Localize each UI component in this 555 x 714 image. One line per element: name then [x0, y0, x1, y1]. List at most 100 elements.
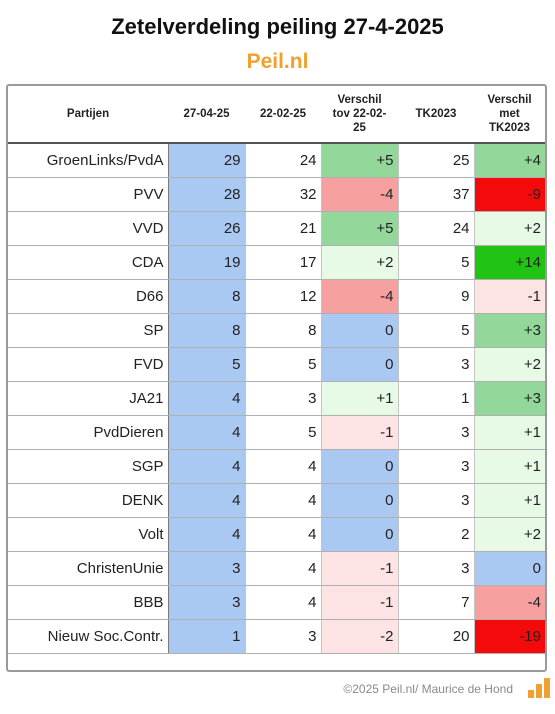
- diff-previous-cell: -1: [321, 551, 399, 586]
- diff-previous-cell: 0: [321, 313, 399, 348]
- diff-previous-cell: -1: [321, 415, 399, 450]
- header-current: 27-04-25: [168, 86, 245, 144]
- party-name-cell: Nieuw Soc.Contr.: [8, 619, 169, 654]
- current-seats-cell: 4: [168, 483, 246, 518]
- current-seats-cell: 8: [168, 313, 246, 348]
- party-name-cell: DENK: [8, 483, 169, 518]
- tk2023-seats-cell: 3: [398, 551, 475, 586]
- current-seats-cell: 28: [168, 177, 246, 212]
- party-name-cell: JA21: [8, 381, 169, 416]
- diff-tk2023-cell: +4: [474, 143, 545, 178]
- current-seats-cell: 29: [168, 143, 246, 178]
- table-header-row: Partijen 27-04-25 22-02-25 Verschil tov 22-0…: [8, 86, 545, 144]
- diff-previous-cell: +5: [321, 143, 399, 178]
- tk2023-seats-cell: 20: [398, 619, 475, 654]
- table-row: PVV 28 32 -4 37 -9: [8, 177, 545, 212]
- table-row: SGP 4 4 0 3 +1: [8, 449, 545, 484]
- party-name-cell: PvdDieren: [8, 415, 169, 450]
- previous-seats-cell: 4: [245, 449, 322, 484]
- table-row: Nieuw Soc.Contr. 1 3 -2 20 -19: [8, 619, 545, 654]
- party-name-cell: SP: [8, 313, 169, 348]
- current-seats-cell: 26: [168, 211, 246, 246]
- tk2023-seats-cell: 3: [398, 483, 475, 518]
- previous-seats-cell: 21: [245, 211, 322, 246]
- current-seats-cell: 4: [168, 517, 246, 552]
- tk2023-seats-cell: 5: [398, 245, 475, 280]
- header-diff-previous: Verschil tov 22-02- 25: [321, 86, 398, 144]
- diff-previous-cell: +2: [321, 245, 399, 280]
- chart-subtitle: Peil.nl: [246, 50, 309, 73]
- copyright-footer: ©2025 Peil.nl/ Maurice de Hond: [343, 682, 513, 696]
- diff-previous-cell: -1: [321, 585, 399, 620]
- previous-seats-cell: 5: [245, 347, 322, 382]
- diff-previous-cell: +5: [321, 211, 399, 246]
- table-row: JA21 4 3 +1 1 +3: [8, 381, 545, 416]
- diff-tk2023-cell: +2: [474, 517, 545, 552]
- table-row: FVD 5 5 0 3 +2: [8, 347, 545, 382]
- table-body: GroenLinks/PvdA 29 24 +5 25 +4 PVV 28 32 -4 37 -9 VV…: [8, 143, 545, 654]
- diff-tk2023-cell: -9: [474, 177, 545, 212]
- diff-tk2023-cell: +1: [474, 449, 545, 484]
- current-seats-cell: 1: [168, 619, 246, 654]
- diff-previous-cell: 0: [321, 449, 399, 484]
- current-seats-cell: 3: [168, 585, 246, 620]
- diff-tk2023-cell: -19: [474, 619, 545, 654]
- table-row: BBB 3 4 -1 7 -4: [8, 585, 545, 620]
- table-row: GroenLinks/PvdA 29 24 +5 25 +4: [8, 143, 545, 178]
- diff-tk2023-cell: 0: [474, 551, 545, 586]
- previous-seats-cell: 8: [245, 313, 322, 348]
- table-row: PvdDieren 4 5 -1 3 +1: [8, 415, 545, 450]
- diff-tk2023-cell: +3: [474, 313, 545, 348]
- diff-tk2023-cell: +1: [474, 483, 545, 518]
- current-seats-cell: 5: [168, 347, 246, 382]
- tk2023-seats-cell: 3: [398, 347, 475, 382]
- tk2023-seats-cell: 7: [398, 585, 475, 620]
- previous-seats-cell: 4: [245, 585, 322, 620]
- table-row: Volt 4 4 0 2 +2: [8, 517, 545, 552]
- current-seats-cell: 4: [168, 415, 246, 450]
- party-name-cell: PVV: [8, 177, 169, 212]
- header-partijen: Partijen: [8, 86, 168, 144]
- party-name-cell: ChristenUnie: [8, 551, 169, 586]
- diff-previous-cell: -4: [321, 177, 399, 212]
- tk2023-seats-cell: 2: [398, 517, 475, 552]
- previous-seats-cell: 4: [245, 517, 322, 552]
- diff-previous-cell: 0: [321, 517, 399, 552]
- diff-tk2023-cell: +2: [474, 211, 545, 246]
- tk2023-seats-cell: 24: [398, 211, 475, 246]
- party-name-cell: BBB: [8, 585, 169, 620]
- diff-tk2023-cell: -4: [474, 585, 545, 620]
- table-row: DENK 4 4 0 3 +1: [8, 483, 545, 518]
- party-name-cell: Volt: [8, 517, 169, 552]
- tk2023-seats-cell: 3: [398, 415, 475, 450]
- diff-tk2023-cell: +3: [474, 381, 545, 416]
- tk2023-seats-cell: 3: [398, 449, 475, 484]
- previous-seats-cell: 4: [245, 483, 322, 518]
- diff-tk2023-cell: +2: [474, 347, 545, 382]
- table-row: D66 8 12 -4 9 -1: [8, 279, 545, 314]
- party-name-cell: VVD: [8, 211, 169, 246]
- diff-previous-cell: 0: [321, 347, 399, 382]
- previous-seats-cell: 3: [245, 619, 322, 654]
- party-name-cell: D66: [8, 279, 169, 314]
- tk2023-seats-cell: 5: [398, 313, 475, 348]
- party-name-cell: CDA: [8, 245, 169, 280]
- diff-tk2023-cell: +14: [474, 245, 545, 280]
- table-row: ChristenUnie 3 4 -1 3 0: [8, 551, 545, 586]
- header-diff-tk2023: Verschil met TK2023: [474, 86, 545, 144]
- previous-seats-cell: 24: [245, 143, 322, 178]
- previous-seats-cell: 5: [245, 415, 322, 450]
- current-seats-cell: 3: [168, 551, 246, 586]
- tk2023-seats-cell: 1: [398, 381, 475, 416]
- current-seats-cell: 4: [168, 449, 246, 484]
- seat-table: Partijen 27-04-25 22-02-25 Verschil tov 22-0…: [8, 86, 545, 654]
- previous-seats-cell: 12: [245, 279, 322, 314]
- current-seats-cell: 8: [168, 279, 246, 314]
- chart-title: Zetelverdeling peiling 27-4-2025: [111, 14, 444, 39]
- current-seats-cell: 4: [168, 381, 246, 416]
- diff-previous-cell: -2: [321, 619, 399, 654]
- diff-previous-cell: 0: [321, 483, 399, 518]
- diff-previous-cell: -4: [321, 279, 399, 314]
- previous-seats-cell: 17: [245, 245, 322, 280]
- table-row: SP 8 8 0 5 +3: [8, 313, 545, 348]
